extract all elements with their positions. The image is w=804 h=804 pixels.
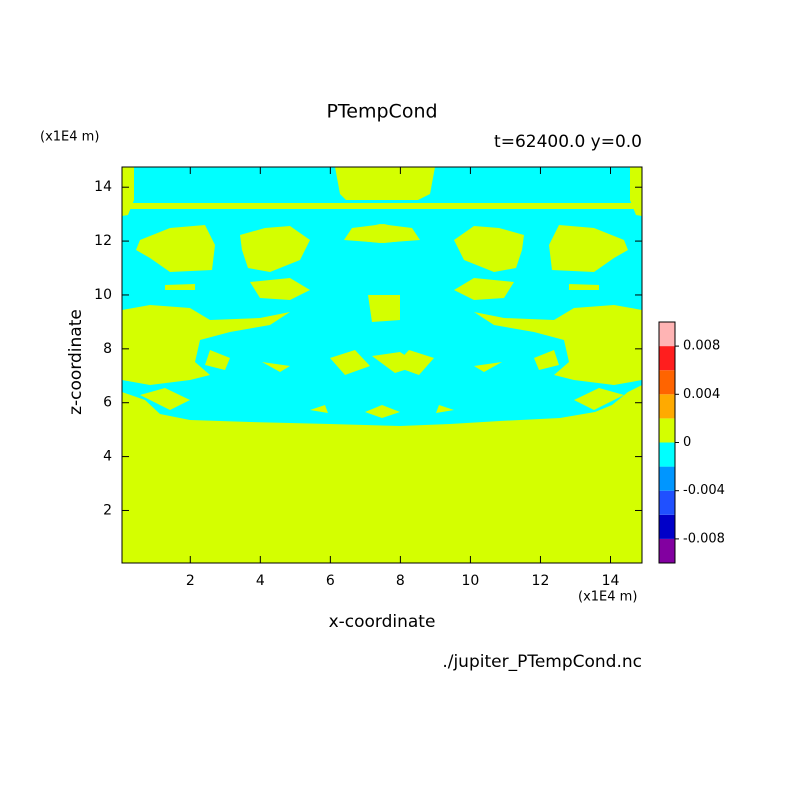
- contour-region: [140, 388, 190, 410]
- chart-subtitle: t=62400.0 y=0.0: [494, 132, 642, 152]
- y-unit: (x1E4 m): [40, 130, 99, 145]
- contour-region: [122, 203, 642, 209]
- colorbar-swatch: [659, 466, 675, 491]
- contour-region: [330, 350, 370, 375]
- x-tick-label: 14: [602, 573, 620, 589]
- y-tick-label: 6: [103, 395, 112, 411]
- x-unit: (x1E4 m): [578, 590, 637, 605]
- colorbar-swatch: [659, 346, 675, 371]
- contour-region: [454, 278, 514, 300]
- contour-region: [240, 226, 310, 272]
- contour-field: [122, 167, 642, 563]
- colorbar-swatch: [659, 418, 675, 443]
- contour-region: [534, 350, 559, 370]
- colorbar-swatch: [659, 538, 675, 563]
- contour-region: [310, 405, 328, 413]
- contour-region: [205, 350, 230, 370]
- y-tick-label: 4: [103, 449, 112, 465]
- contour-region: [436, 405, 454, 413]
- x-tick-label: 10: [462, 573, 480, 589]
- colorbar-tick-label: 0.004: [683, 387, 720, 402]
- contour-region: [122, 305, 290, 385]
- y-tick-label: 8: [103, 341, 112, 357]
- contour-region: [574, 388, 624, 410]
- x-tick-label: 12: [532, 573, 550, 589]
- colorbar-swatch: [659, 370, 675, 395]
- plot-frame: [121, 166, 643, 564]
- x-tick-label: 2: [186, 573, 195, 589]
- y-tick-label: 12: [94, 233, 112, 249]
- x-tick-label: 6: [326, 573, 335, 589]
- contour-region: [474, 362, 502, 372]
- y-tick-label: 2: [103, 502, 112, 518]
- colorbar-swatch: [659, 394, 675, 419]
- contour-region: [335, 167, 435, 200]
- contour-region: [630, 167, 642, 216]
- contour-region: [250, 278, 310, 300]
- contour-region: [368, 295, 400, 322]
- contour-region: [454, 226, 524, 272]
- contour-region: [344, 224, 412, 243]
- contour-region: [262, 362, 290, 372]
- contour-region: [365, 405, 400, 418]
- contour-region: [569, 284, 599, 290]
- colorbar-tick-label: 0.008: [683, 339, 720, 354]
- y-tick-label: 10: [94, 287, 112, 303]
- contour-region: [549, 225, 628, 272]
- colorbar-tick-label: -0.008: [683, 531, 725, 546]
- colorbar-swatch: [659, 514, 675, 539]
- contour-region: [372, 352, 420, 373]
- contour-region: [165, 284, 195, 290]
- y-axis-label: z-coordinate: [66, 309, 86, 415]
- x-tick-label: 8: [396, 573, 405, 589]
- contour-region: [122, 167, 134, 216]
- source-file: ./jupiter_PTempCond.nc: [442, 652, 642, 672]
- colorbar-swatch: [659, 490, 675, 515]
- colorbar-tick-label: 0: [683, 435, 691, 450]
- contour-region: [136, 225, 215, 272]
- chart-title: PTempCond: [326, 101, 437, 123]
- x-axis-label: x-coordinate: [329, 612, 436, 632]
- colorbar-tick-label: -0.004: [683, 483, 725, 498]
- y-tick-label: 14: [94, 179, 112, 195]
- colorbar-swatch: [659, 442, 675, 467]
- x-tick-label: 4: [256, 573, 265, 589]
- contour-region: [474, 305, 642, 385]
- colorbar-swatch: [659, 322, 675, 347]
